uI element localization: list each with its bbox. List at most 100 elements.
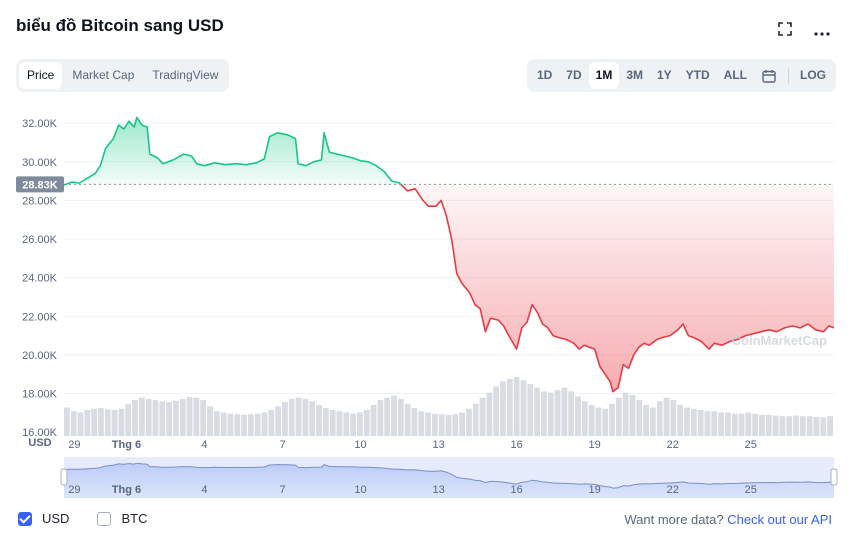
volume-bar: [227, 413, 234, 436]
volume-bar: [506, 378, 513, 436]
volume-bar: [186, 396, 193, 436]
navigator-tick-label: 4: [201, 484, 207, 496]
tab-tradingview[interactable]: TradingView: [152, 68, 219, 82]
range-1d[interactable]: 1D: [536, 68, 553, 82]
navigator-tick-label: Thg 6: [112, 484, 141, 496]
navigator-tick-label: 22: [667, 484, 679, 496]
volume-bar: [111, 409, 118, 436]
volume-bar: [452, 414, 459, 436]
usd-checkbox[interactable]: [18, 511, 32, 526]
chart-title: biểu đồ Bitcoin sang USD: [16, 16, 224, 35]
y-tick-label: 20.00K: [22, 350, 58, 362]
volume-bar: [581, 401, 588, 436]
calendar-icon[interactable]: [754, 62, 784, 89]
volume-bar: [213, 411, 220, 436]
volume-bar: [275, 406, 282, 436]
tab-market-cap[interactable]: Market Cap: [72, 68, 135, 82]
volume-bar: [336, 411, 343, 436]
range-ytd[interactable]: YTD: [685, 68, 710, 82]
volume-bar: [595, 407, 602, 436]
volume-bar: [391, 395, 397, 436]
range-7d[interactable]: 7D: [566, 68, 582, 82]
volume-bar: [459, 412, 466, 436]
range-1y[interactable]: 1Y: [656, 68, 672, 82]
volume-bar: [295, 397, 302, 436]
volume-bars: [64, 377, 833, 436]
volume-bar: [132, 400, 138, 436]
volume-bar: [261, 412, 268, 436]
range-all[interactable]: ALL: [723, 68, 747, 82]
api-link[interactable]: Check out our API: [727, 512, 832, 527]
volume-bar: [568, 391, 575, 436]
volume-bar: [173, 400, 179, 436]
more-icon[interactable]: [814, 23, 830, 40]
volume-bar: [466, 408, 472, 436]
x-axis: 29 Thg 6 4 7 10 13 16 19 22 25: [68, 439, 757, 451]
x-tick-label: 29: [68, 439, 80, 451]
x-tick-label: Thg 6: [112, 439, 141, 451]
volume-bar: [534, 387, 540, 436]
volume-bar: [411, 408, 418, 436]
volume-bar: [588, 405, 595, 436]
range-3m[interactable]: 3M: [626, 68, 643, 82]
log-toggle[interactable]: LOG: [800, 68, 826, 82]
volume-bar: [445, 414, 452, 436]
tab-price[interactable]: Price: [19, 62, 63, 89]
volume-bar: [500, 381, 506, 436]
volume-bar: [152, 400, 159, 436]
volume-bar: [786, 416, 793, 436]
volume-bar: [479, 397, 486, 436]
volume-bar: [540, 391, 547, 436]
down-area: [400, 184, 834, 392]
volume-bar: [663, 397, 670, 436]
volume-bar: [486, 392, 493, 436]
volume-bar: [207, 406, 213, 436]
reference-label: 28.83K: [22, 179, 58, 191]
chart-toolbar-icons: [778, 22, 830, 40]
chart-type-tabs: Price Market Cap TradingView: [16, 59, 230, 92]
range-navigator[interactable]: 29 Thg 6 4 7 10 13 16 19 22 25: [60, 457, 838, 498]
volume-bar: [704, 411, 711, 436]
volume-bar: [159, 401, 166, 436]
range-1m[interactable]: 1M: [588, 62, 620, 89]
volume-bar: [234, 414, 241, 436]
volume-bar: [527, 383, 534, 436]
volume-bar: [302, 398, 309, 436]
volume-bar: [793, 415, 799, 436]
y-tick-label: 22.00K: [22, 311, 58, 323]
volume-bar: [670, 400, 677, 436]
price-chart[interactable]: 28.83K 16.00K 18.00K 20.00K 22.00K 24.00K 26.…: [0, 100, 860, 502]
volume-bar: [282, 401, 288, 436]
watermark: CoinMarketCap: [732, 333, 827, 348]
volume-bar: [650, 407, 656, 436]
volume-bar: [575, 396, 581, 436]
volume-bar: [765, 414, 772, 436]
fullscreen-icon[interactable]: [778, 22, 792, 40]
navigator-handle-left[interactable]: [60, 468, 68, 486]
price-line-down: [400, 183, 835, 393]
volume-bar: [724, 412, 731, 436]
volume-bar: [84, 409, 91, 436]
volume-bar: [384, 397, 391, 436]
navigator-handle-right[interactable]: [830, 468, 838, 486]
volume-bar: [711, 411, 718, 436]
volume-bar: [602, 408, 609, 436]
volume-bar: [431, 413, 438, 436]
btc-checkbox[interactable]: [97, 511, 112, 526]
volume-bar: [404, 403, 411, 436]
up-area: [64, 117, 401, 185]
volume-bar: [254, 413, 261, 436]
price-line: [63, 116, 835, 393]
volume-bar: [684, 407, 690, 436]
volume-bar: [425, 412, 431, 436]
volume-bar: [697, 409, 704, 436]
volume-bar: [806, 416, 813, 436]
volume-bar: [288, 398, 295, 436]
btc-label: BTC: [121, 511, 148, 526]
volume-bar: [377, 400, 384, 436]
volume-bar: [98, 408, 104, 436]
volume-bar: [759, 414, 765, 436]
volume-bar: [64, 407, 70, 436]
x-tick-label: 13: [432, 439, 444, 451]
x-tick-label: 25: [745, 439, 757, 451]
